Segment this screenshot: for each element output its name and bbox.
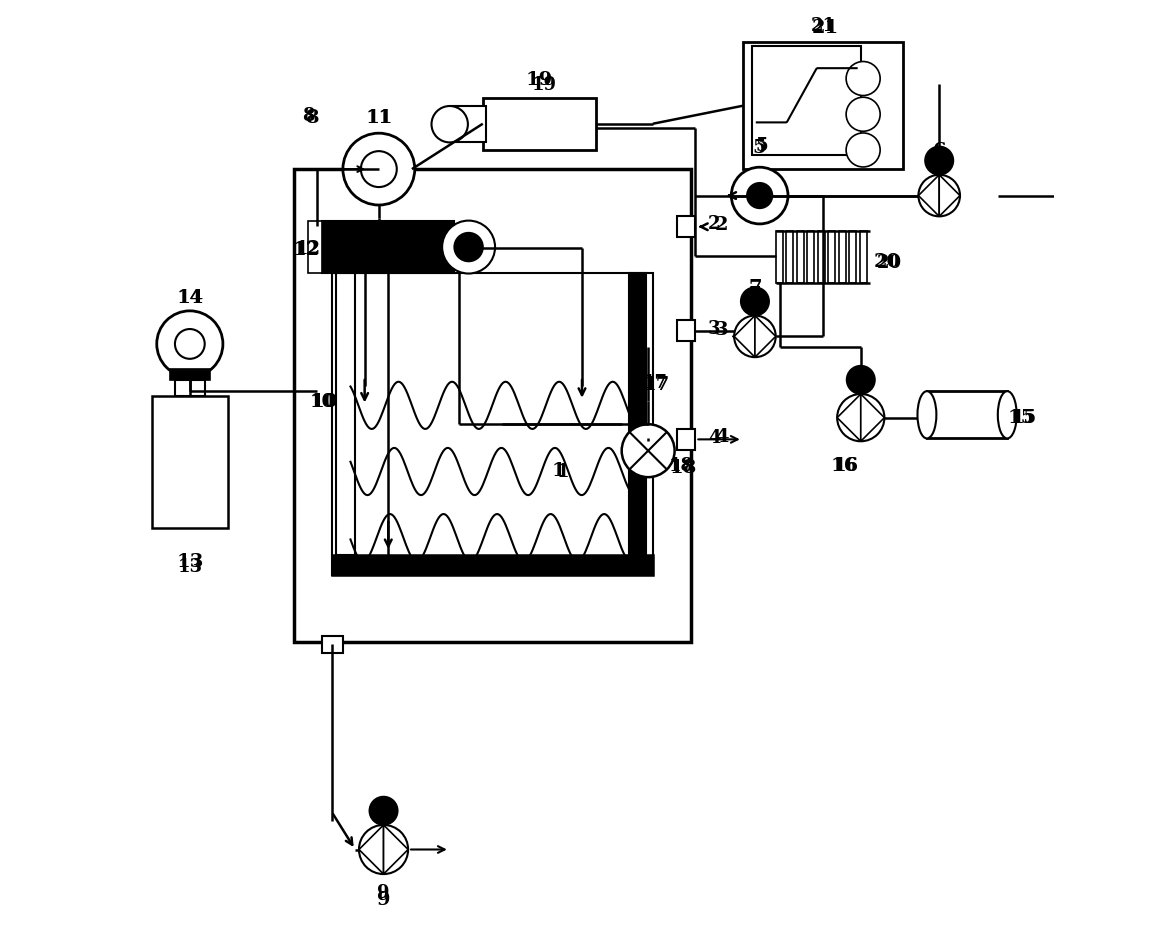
Circle shape <box>157 312 222 378</box>
Circle shape <box>442 221 495 275</box>
Text: 20: 20 <box>876 253 902 272</box>
Bar <box>332 555 653 576</box>
Text: 8: 8 <box>301 107 314 126</box>
Text: 20: 20 <box>874 252 901 271</box>
Bar <box>927 392 1007 439</box>
Text: 21: 21 <box>810 17 836 36</box>
Text: 19: 19 <box>532 76 556 94</box>
Circle shape <box>747 183 773 210</box>
Bar <box>483 99 596 151</box>
Text: 2: 2 <box>708 214 721 233</box>
Text: 5: 5 <box>753 139 766 158</box>
Text: 13: 13 <box>176 552 204 571</box>
Text: 3: 3 <box>708 319 721 338</box>
Bar <box>786 231 793 283</box>
Bar <box>829 231 836 283</box>
Text: 4: 4 <box>715 427 729 446</box>
Text: 2: 2 <box>715 215 729 234</box>
Text: 15: 15 <box>1012 408 1037 427</box>
Polygon shape <box>918 176 939 217</box>
Text: 21: 21 <box>812 19 839 38</box>
Text: 19: 19 <box>526 71 553 90</box>
Text: 7: 7 <box>748 285 761 304</box>
Polygon shape <box>860 395 885 442</box>
Text: 12: 12 <box>292 241 320 260</box>
Text: 13: 13 <box>177 557 203 576</box>
Circle shape <box>343 134 414 206</box>
Circle shape <box>369 797 398 825</box>
Circle shape <box>361 152 397 188</box>
Polygon shape <box>939 176 960 217</box>
Circle shape <box>740 288 769 316</box>
Bar <box>818 231 825 283</box>
Text: 16: 16 <box>835 456 859 475</box>
Bar <box>743 42 903 170</box>
Text: 6: 6 <box>934 146 945 165</box>
Bar <box>308 222 322 274</box>
Bar <box>152 396 228 529</box>
Text: 3: 3 <box>715 320 729 339</box>
Text: 1: 1 <box>556 463 569 481</box>
Bar <box>449 107 485 143</box>
Bar <box>676 321 695 342</box>
Circle shape <box>622 425 675 478</box>
Bar <box>796 231 803 283</box>
Bar <box>630 274 646 555</box>
Bar <box>322 222 454 274</box>
Circle shape <box>454 234 483 261</box>
Circle shape <box>925 147 953 176</box>
Bar <box>170 369 210 380</box>
Text: 4: 4 <box>708 428 721 447</box>
Text: 7: 7 <box>748 278 761 297</box>
Bar <box>175 380 205 396</box>
Text: 6: 6 <box>932 142 946 160</box>
Bar <box>775 231 782 283</box>
Polygon shape <box>359 825 384 874</box>
Text: 8: 8 <box>306 109 319 127</box>
Circle shape <box>846 62 880 96</box>
Bar <box>807 231 815 283</box>
Text: 9: 9 <box>377 883 390 902</box>
Polygon shape <box>734 316 755 358</box>
Bar <box>676 430 695 450</box>
Circle shape <box>846 366 875 395</box>
Polygon shape <box>755 316 775 358</box>
Text: 15: 15 <box>1008 408 1035 427</box>
Text: 1: 1 <box>552 461 566 480</box>
Text: 18: 18 <box>669 456 694 475</box>
Bar <box>752 47 861 156</box>
Text: 14: 14 <box>177 288 203 307</box>
Bar <box>293 170 690 642</box>
Text: 11: 11 <box>365 109 392 127</box>
Text: 11: 11 <box>367 109 391 127</box>
Text: 12: 12 <box>296 239 320 258</box>
Circle shape <box>846 134 880 168</box>
Text: 17: 17 <box>643 375 669 394</box>
Polygon shape <box>384 825 409 874</box>
Circle shape <box>731 168 788 225</box>
Bar <box>676 217 695 238</box>
Text: 17: 17 <box>644 373 668 392</box>
Text: 9: 9 <box>377 889 390 908</box>
Bar <box>322 636 343 653</box>
Text: 10: 10 <box>311 392 338 411</box>
Ellipse shape <box>917 392 936 439</box>
Text: 18: 18 <box>669 458 697 477</box>
Bar <box>850 231 857 283</box>
Text: 16: 16 <box>831 456 858 475</box>
Circle shape <box>175 329 205 360</box>
Ellipse shape <box>998 392 1016 439</box>
Text: 5: 5 <box>755 137 768 156</box>
Circle shape <box>846 98 880 132</box>
Bar <box>332 274 653 576</box>
Text: 10: 10 <box>310 392 335 411</box>
Bar <box>839 231 846 283</box>
Polygon shape <box>837 395 860 442</box>
Text: 14: 14 <box>176 288 204 307</box>
Bar <box>336 274 355 555</box>
Circle shape <box>432 107 468 143</box>
Bar <box>860 231 867 283</box>
